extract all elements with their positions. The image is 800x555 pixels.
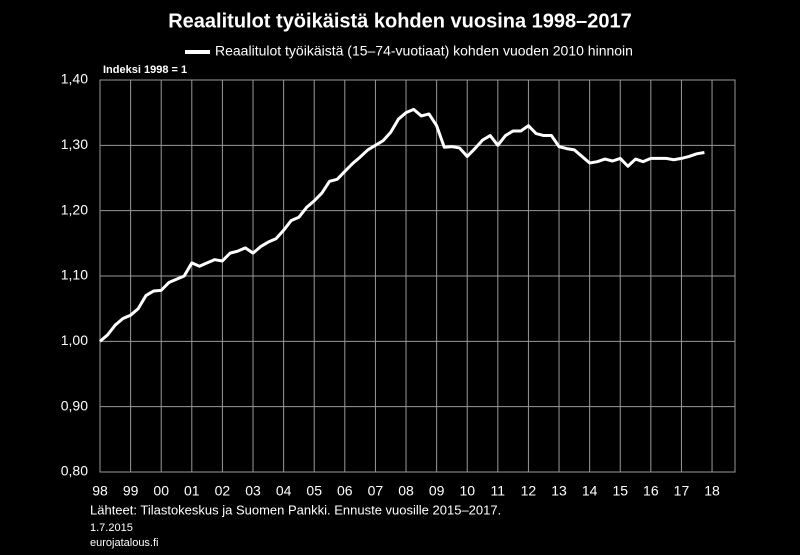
plot-border bbox=[99, 79, 736, 473]
x-tick-label: 11 bbox=[491, 483, 506, 499]
legend-label: Reaalitulot työikäistä (15–74-vuotiaat) … bbox=[215, 43, 633, 59]
site: eurojatalous.fi bbox=[90, 537, 159, 549]
x-tick-label: 02 bbox=[215, 483, 231, 499]
x-tick-label: 06 bbox=[337, 483, 353, 499]
x-tick-label: 17 bbox=[674, 483, 690, 499]
x-tick-label: 01 bbox=[184, 483, 200, 499]
y-tick-label: 1,20 bbox=[61, 201, 88, 217]
x-tick-label: 03 bbox=[245, 483, 261, 499]
x-tick-label: 14 bbox=[582, 483, 598, 499]
source: Lähteet: Tilastokeskus ja Suomen Pankki.… bbox=[90, 502, 501, 517]
y-tick-label: 0,80 bbox=[61, 463, 88, 479]
x-tick-label: 16 bbox=[643, 483, 659, 499]
x-tick-label: 09 bbox=[429, 483, 445, 499]
x-tick-label: 18 bbox=[704, 483, 720, 499]
data-line bbox=[99, 107, 705, 343]
x-tick-label: 00 bbox=[153, 483, 169, 499]
x-tick-label: 13 bbox=[551, 483, 567, 499]
y-tick-label: 1,40 bbox=[61, 71, 88, 87]
y-annotation: Indeksi 1998 = 1 bbox=[103, 64, 187, 76]
x-tick-label: 10 bbox=[459, 483, 475, 499]
x-tick-label: 04 bbox=[276, 483, 292, 499]
y-tick-label: 1,10 bbox=[61, 267, 88, 283]
x-tick-label: 12 bbox=[521, 483, 537, 499]
x-tick-label: 05 bbox=[306, 483, 322, 499]
chart-title: Reaalitulot työikäistä kohden vuosina 19… bbox=[168, 10, 632, 32]
date: 1.7.2015 bbox=[90, 522, 133, 534]
x-tick-label: 07 bbox=[368, 483, 384, 499]
y-tick-label: 1,00 bbox=[61, 332, 88, 348]
x-tick-label: 98 bbox=[92, 483, 108, 499]
y-tick-label: 1,30 bbox=[61, 136, 88, 152]
x-tick-label: 15 bbox=[612, 483, 628, 499]
x-tick-label: 99 bbox=[123, 483, 139, 499]
x-tick-label: 08 bbox=[398, 483, 414, 499]
y-tick-label: 0,90 bbox=[61, 397, 88, 413]
